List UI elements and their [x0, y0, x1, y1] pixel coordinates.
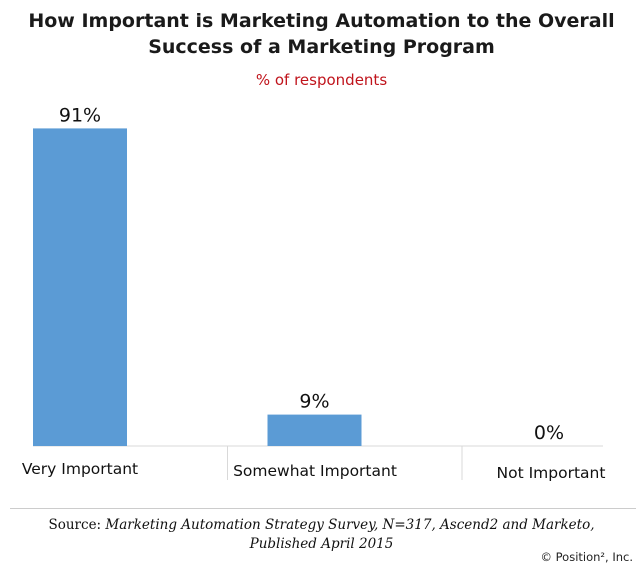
source-line1: Source: Marketing Automation Strategy Su…: [0, 516, 643, 535]
source-label: Source:: [48, 517, 102, 533]
category-label: Not Important: [497, 464, 606, 482]
bar-1: [267, 414, 362, 446]
data-label: 0%: [534, 422, 564, 444]
copyright: © Position², Inc.: [540, 550, 633, 564]
source-text: Marketing Automation Strategy Survey, N=…: [105, 517, 595, 533]
data-label: 9%: [299, 391, 329, 413]
bar-0: [33, 128, 127, 446]
footer-divider: [10, 508, 636, 509]
chart-title-line1: How Important is Marketing Automation to…: [28, 10, 615, 32]
source-line2: Published April 2015: [0, 535, 643, 554]
category-label: Very Important: [22, 460, 138, 478]
data-label: 91%: [59, 104, 101, 126]
source-date: Published April 2015: [249, 536, 394, 552]
category-label: Somewhat Important: [233, 462, 397, 480]
chart-subtitle: % of respondents: [255, 71, 388, 89]
chart-title-line2: Success of a Marketing Program: [148, 36, 495, 58]
